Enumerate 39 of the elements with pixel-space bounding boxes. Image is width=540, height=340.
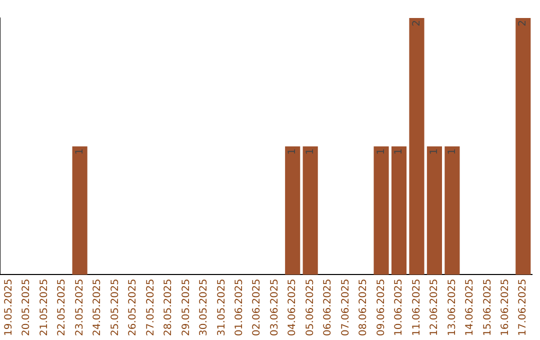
x-tick-label: 05.06.2025 — [304, 278, 316, 336]
x-tick-label: 04.06.2025 — [287, 278, 298, 336]
x-tick-label: 24.05.2025 — [92, 278, 104, 336]
x-tick-label: 29.05.2025 — [180, 278, 192, 336]
x-tick-label: 01.06.2025 — [234, 278, 245, 336]
x-tick-label: 07.06.2025 — [340, 278, 352, 336]
data-label: 1 — [446, 148, 458, 155]
x-tick-label: 27.05.2025 — [145, 278, 156, 336]
x-tick-label: 03.06.2025 — [269, 278, 280, 336]
x-tick-label: 06.06.2025 — [322, 278, 334, 336]
x-tick-label: 16.06.2025 — [500, 278, 511, 336]
x-tick-label: 20.05.2025 — [21, 278, 32, 336]
x-tick-label: 26.05.2025 — [128, 278, 139, 336]
x-tick-label: 14.06.2025 — [464, 278, 476, 336]
data-label: 2 — [518, 20, 529, 26]
data-label: 1 — [287, 148, 298, 155]
data-label: 2 — [411, 20, 422, 26]
data-label: 1 — [394, 148, 405, 155]
data-label: 1 — [376, 148, 387, 155]
x-tick-label: 10.06.2025 — [394, 278, 405, 336]
data-label: 1 — [74, 148, 86, 155]
x-tick-label: 25.05.2025 — [110, 278, 121, 336]
data-label: 1 — [429, 148, 440, 155]
x-tick-label: 08.06.2025 — [358, 278, 370, 336]
data-label: 1 — [304, 148, 316, 155]
x-tick-label: 15.06.2025 — [482, 278, 494, 336]
x-tick-label: 09.06.2025 — [376, 278, 387, 336]
x-tick-label: 30.05.2025 — [198, 278, 210, 336]
x-tick-label: 02.06.2025 — [252, 278, 263, 336]
x-tick-label: 17.06.2025 — [518, 278, 529, 336]
x-tick-label: 19.05.2025 — [3, 278, 14, 336]
x-tick-label: 31.05.2025 — [216, 278, 228, 336]
x-tick-label: 21.05.2025 — [38, 278, 50, 336]
x-tick-label: 13.06.2025 — [446, 278, 458, 336]
x-tick-label: 22.05.2025 — [56, 278, 68, 336]
x-tick-label: 23.05.2025 — [74, 278, 86, 336]
x-tick-label: 12.06.2025 — [429, 278, 440, 336]
x-tick-label: 11.06.2025 — [411, 278, 422, 336]
x-tick-label: 28.05.2025 — [163, 278, 174, 336]
